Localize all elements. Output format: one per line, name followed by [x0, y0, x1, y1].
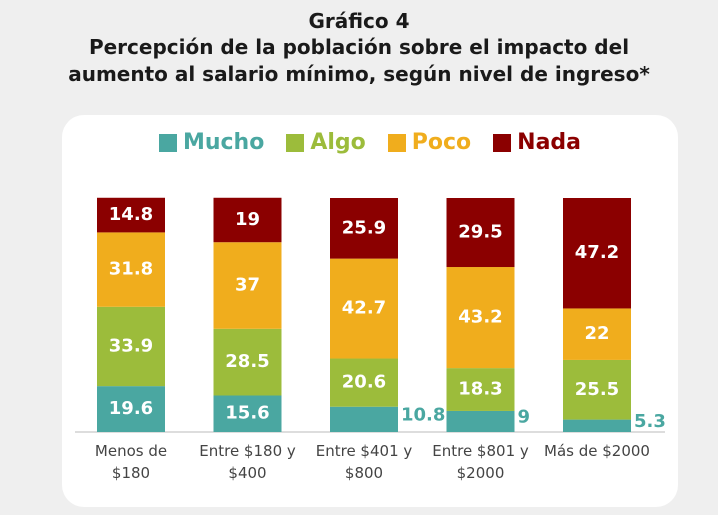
bar-segment	[330, 406, 398, 432]
bar-segment	[446, 198, 515, 268]
data-label: 47.2	[575, 242, 619, 263]
legend-label: Poco	[411, 130, 472, 155]
data-label: 9	[518, 406, 531, 427]
legend-swatch	[493, 133, 512, 152]
bar-segment	[563, 419, 631, 432]
data-label: 10.8	[401, 404, 445, 425]
bar-segment	[446, 368, 515, 411]
x-tick-label: Más de $2000	[544, 442, 650, 460]
data-label: 5.3	[634, 411, 666, 432]
data-label: 18.3	[458, 379, 502, 400]
data-label: 25.9	[342, 217, 386, 238]
bar-segment	[213, 395, 282, 432]
legend-label: Mucho	[182, 130, 265, 155]
legend-item: Nada	[493, 130, 581, 155]
legend-item: Algo	[286, 130, 366, 155]
chart-title: Gráfico 4	[308, 9, 410, 33]
data-label: 37	[235, 275, 260, 296]
legend-label: Nada	[517, 130, 582, 155]
bar-segment	[563, 198, 631, 309]
data-label: 19	[235, 209, 260, 230]
chart-subtitle: Percepción de la población sobre el impa…	[68, 35, 650, 86]
x-tick-label: Entre $401 y $800	[315, 442, 413, 482]
data-label: 29.5	[458, 222, 502, 243]
data-label: 14.8	[109, 204, 153, 225]
data-label: 15.6	[225, 403, 269, 424]
data-label: 42.7	[342, 298, 386, 319]
x-tick-label: Entre $180 y $400	[199, 442, 296, 482]
legend-label: Algo	[310, 130, 366, 155]
legend-item: Poco	[387, 130, 472, 155]
data-label: 28.5	[225, 351, 269, 372]
legend-swatch	[286, 133, 305, 152]
x-tick-label: Menos de $180	[94, 442, 168, 482]
data-label: 31.8	[109, 259, 153, 280]
bar-segment	[97, 197, 165, 233]
x-tick-label: Entre $801 y $2000	[432, 442, 529, 482]
bar-segment	[563, 359, 631, 420]
legend: Mucho Algo Poco Nada	[62, 130, 678, 155]
data-label: 43.2	[458, 307, 502, 328]
bar-segment	[97, 306, 165, 387]
data-label: 20.6	[342, 372, 386, 393]
legend-swatch	[387, 133, 406, 152]
bar-segment	[213, 242, 282, 329]
legend-item: Mucho	[158, 130, 265, 155]
bar-segment	[97, 232, 165, 307]
legend-swatch	[158, 133, 177, 152]
bar-segment	[213, 197, 282, 243]
bar-segment	[330, 258, 398, 359]
data-label: 22	[584, 323, 609, 344]
bar-segment	[446, 410, 515, 432]
bar-segment	[446, 267, 515, 369]
bar-segment	[330, 198, 398, 259]
data-label: 33.9	[109, 335, 153, 356]
bar-segment	[213, 328, 282, 396]
bar-segment	[330, 358, 398, 407]
data-label: 25.5	[575, 379, 619, 400]
bar-segment	[563, 308, 631, 360]
bar-segment	[97, 386, 165, 432]
data-label: 19.6	[109, 398, 153, 419]
